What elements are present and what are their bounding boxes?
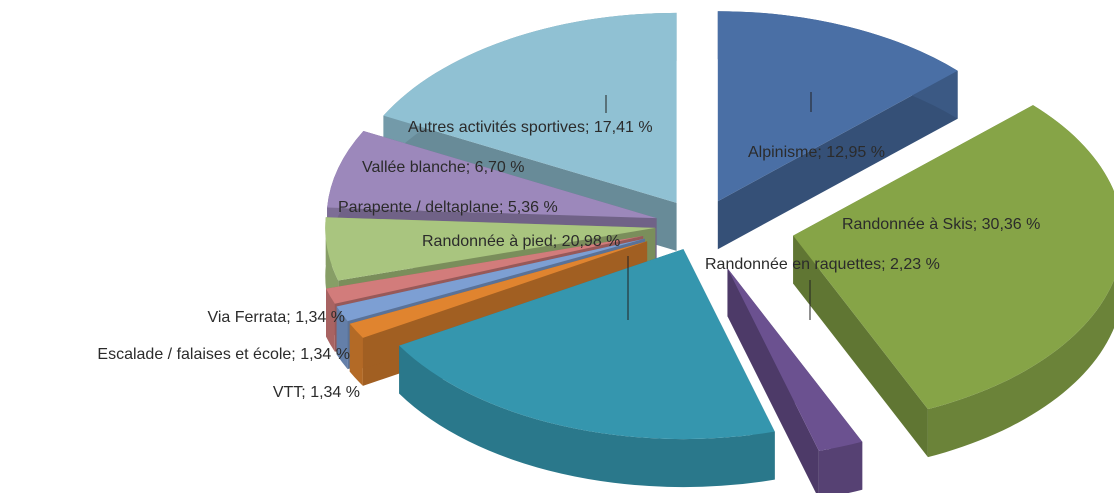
label-separator: ;	[286, 309, 295, 326]
data-label: Randonnée à pied; 20,98 %	[422, 233, 620, 250]
slice-side	[717, 70, 958, 250]
data-label: Via Ferrata; 1,34 %	[207, 309, 345, 326]
label-category: Autres activités sportives	[408, 119, 585, 136]
label-separator: ;	[291, 346, 300, 363]
label-category: Randonnée en raquettes	[705, 256, 881, 273]
slice	[399, 249, 775, 488]
label-category: Randonnée à pied	[422, 233, 553, 250]
slice	[727, 268, 863, 493]
label-separator: ;	[553, 233, 562, 250]
label-value: 17,41 %	[594, 119, 653, 136]
data-label: Randonnée à Skis; 30,36 %	[842, 216, 1040, 233]
slice-wall	[927, 105, 1114, 458]
label-value: 6,70 %	[475, 159, 525, 176]
slice-top	[336, 238, 645, 322]
slice-wall	[326, 288, 335, 352]
label-value: 20,98 %	[562, 233, 621, 250]
data-label: Alpinisme; 12,95 %	[748, 144, 885, 161]
slice-top	[349, 241, 648, 338]
data-label: Parapente / deltaplane; 5,36 %	[338, 199, 558, 216]
label-separator: ;	[881, 256, 890, 273]
slice-top	[727, 268, 863, 451]
label-value: 1,34 %	[295, 309, 345, 326]
label-separator: ;	[585, 119, 594, 136]
label-category: Randonnée à Skis	[842, 216, 973, 233]
label-value: 30,36 %	[982, 216, 1041, 233]
slice-top	[327, 130, 657, 219]
slice-side	[793, 235, 928, 458]
slice-wall	[349, 323, 363, 386]
slice	[793, 105, 1114, 458]
label-separator: ;	[817, 144, 826, 161]
label-value: 1,34 %	[310, 384, 360, 401]
label-value: 5,36 %	[508, 199, 558, 216]
slice	[717, 11, 958, 250]
label-category: Via Ferrata	[207, 309, 286, 326]
data-label: Randonnée en raquettes; 2,23 %	[705, 256, 940, 273]
label-separator: ;	[466, 159, 475, 176]
data-label: VTT; 1,34 %	[273, 384, 360, 401]
label-category: Alpinisme	[748, 144, 817, 161]
label-category: VTT	[273, 384, 303, 401]
label-category: Parapente / deltaplane	[338, 199, 499, 216]
label-separator: ;	[973, 216, 982, 233]
label-separator: ;	[499, 199, 508, 216]
slice-top	[383, 12, 677, 203]
data-label: Autres activités sportives; 17,41 %	[408, 119, 653, 136]
label-value: 1,34 %	[300, 346, 350, 363]
slice-top	[793, 105, 1114, 410]
label-category: Escalade / falaises et école	[97, 346, 291, 363]
slice-side	[727, 268, 819, 493]
label-value: 12,95 %	[826, 144, 885, 161]
data-label: Vallée blanche; 6,70 %	[362, 159, 524, 176]
slice-wall	[399, 345, 775, 488]
slice-top	[326, 235, 644, 304]
label-separator: ;	[301, 384, 310, 401]
label-value: 2,23 %	[890, 256, 940, 273]
data-label: Escalade / falaises et école; 1,34 %	[97, 346, 350, 363]
label-category: Vallée blanche	[362, 159, 466, 176]
slice-top	[717, 11, 958, 202]
slice-top	[325, 217, 656, 281]
slice-top	[399, 249, 775, 440]
slice-wall	[818, 441, 863, 493]
slice-wall	[336, 306, 348, 370]
